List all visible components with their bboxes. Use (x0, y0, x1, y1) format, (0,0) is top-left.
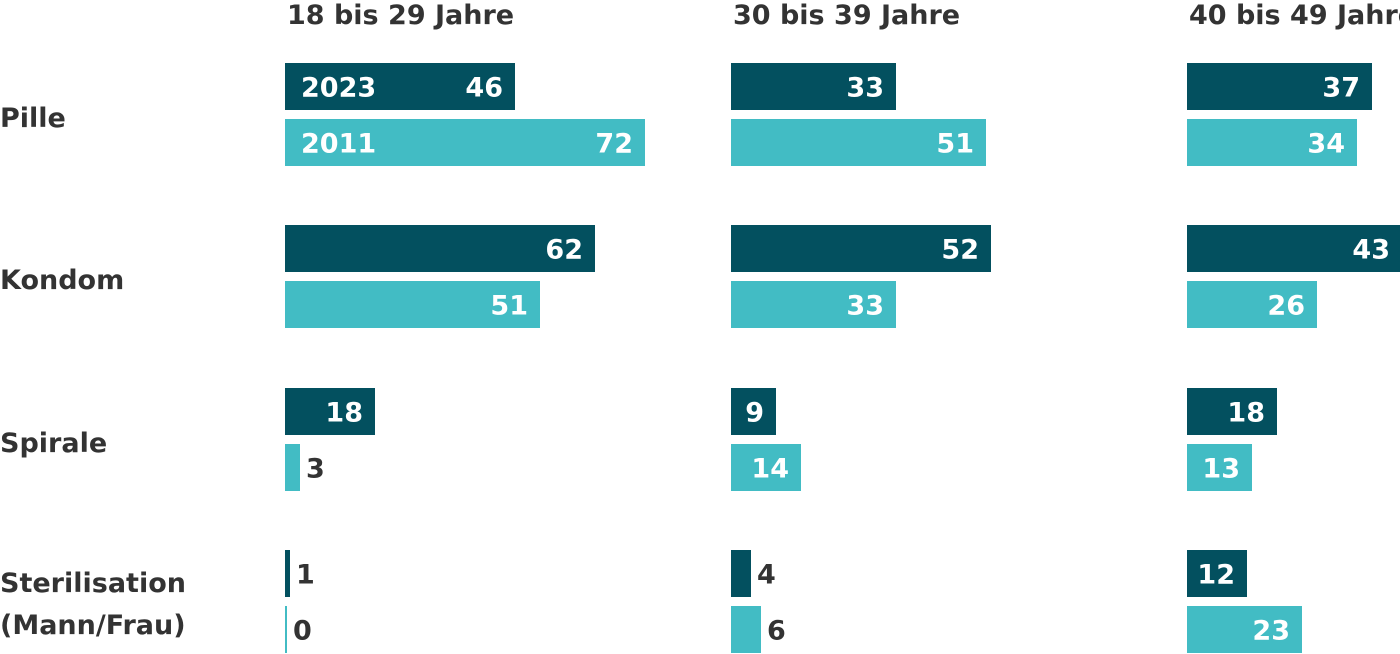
bar-2011 (285, 444, 300, 491)
panel-title: 18 bis 29 Jahre (287, 0, 514, 31)
bar-2011 (731, 119, 986, 166)
bar-2023 (1187, 550, 1247, 597)
bar-2023 (285, 550, 290, 597)
data-label: 12 (1197, 560, 1235, 591)
data-label: 46 (465, 73, 503, 104)
data-label: 72 (595, 129, 633, 160)
data-label: 18 (325, 398, 363, 429)
data-label: 14 (751, 454, 789, 485)
bar-2011 (1187, 281, 1317, 328)
bar-2023 (1187, 388, 1277, 435)
data-label: 3 (306, 454, 325, 485)
bar-2011 (1187, 444, 1252, 491)
bar-2023 (285, 63, 515, 110)
panel-title: 30 bis 39 Jahre (733, 0, 960, 31)
bar-2023 (731, 388, 776, 435)
bar-2011 (731, 281, 896, 328)
row-label: Pille (0, 103, 66, 134)
bar-2011 (285, 606, 287, 653)
bar-2023 (731, 225, 991, 272)
bar-2023 (285, 225, 595, 272)
data-label: 43 (1352, 235, 1390, 266)
bar-2023 (731, 550, 751, 597)
data-label: 23 (1252, 616, 1290, 647)
row-label: Sterilisation (0, 568, 186, 599)
data-label: 13 (1202, 454, 1240, 485)
row-label: Kondom (0, 265, 124, 296)
data-label: 51 (936, 129, 974, 160)
data-label: 52 (941, 235, 979, 266)
data-label: 4 (757, 560, 776, 591)
legend-label-2011: 2011 (301, 129, 376, 160)
bar-2011 (1187, 119, 1357, 166)
bar-2023 (1187, 225, 1400, 272)
data-label: 51 (490, 291, 528, 322)
data-label: 62 (545, 235, 583, 266)
legend-label-2023: 2023 (301, 73, 376, 104)
data-label: 34 (1307, 129, 1345, 160)
data-label: 33 (846, 291, 884, 322)
bar-2011 (285, 119, 645, 166)
data-label: 9 (745, 398, 764, 429)
data-label: 26 (1267, 291, 1305, 322)
bar-2023 (731, 63, 896, 110)
row-label: (Mann/Frau) (0, 610, 186, 641)
data-label: 37 (1322, 73, 1360, 104)
bar-2011 (1187, 606, 1302, 653)
bar-2011 (731, 606, 761, 653)
data-label: 18 (1227, 398, 1265, 429)
row-label: Spirale (0, 428, 107, 459)
bar-2023 (1187, 63, 1372, 110)
bar-2023 (285, 388, 375, 435)
bar-2011 (285, 281, 540, 328)
bar-2011 (731, 444, 801, 491)
data-label: 1 (296, 560, 315, 591)
data-label: 6 (767, 616, 786, 647)
data-label: 0 (293, 616, 312, 647)
panel-title: 40 bis 49 Jahre (1189, 0, 1400, 31)
data-label: 33 (846, 73, 884, 104)
